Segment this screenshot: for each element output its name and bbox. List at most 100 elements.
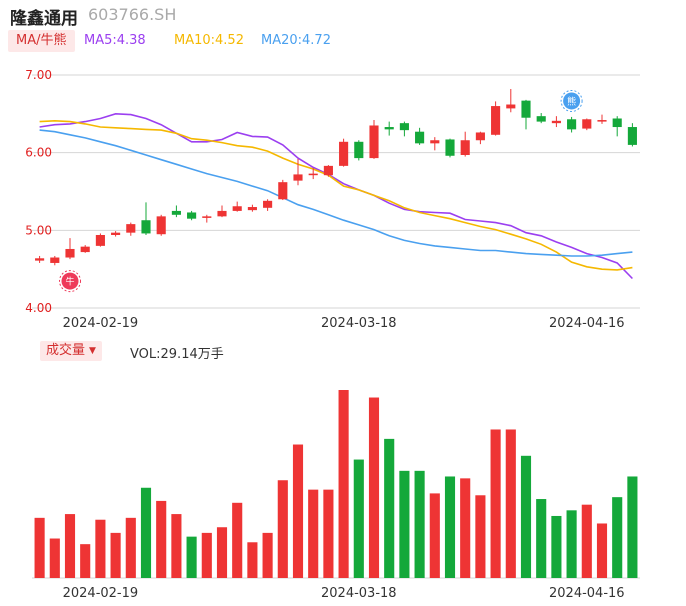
candle-body (80, 246, 90, 253)
candle-body (217, 210, 227, 217)
volume-bar (551, 515, 562, 578)
candle-body (521, 100, 531, 118)
candle (597, 114, 607, 124)
candle (50, 255, 60, 266)
volume-bar (232, 502, 243, 578)
candle-body (247, 207, 257, 211)
volume-bar (399, 470, 410, 578)
volume-bar (490, 429, 501, 578)
candle-body (399, 123, 409, 131)
candle-body (536, 116, 546, 122)
candle (354, 140, 364, 161)
price-tick-label: 6.00 (25, 146, 52, 160)
candle (399, 121, 409, 137)
volume-bar (49, 538, 60, 578)
ma-line-ma5 (39, 112, 633, 280)
candle (582, 118, 592, 131)
bear-icon-glyph: 熊 (567, 95, 576, 107)
candle-body (202, 216, 212, 218)
price-date-label: 2024-03-18 (321, 316, 397, 331)
volume-bar (277, 480, 288, 578)
bear-icon-ring (560, 89, 583, 112)
candle-body (141, 220, 151, 234)
volume-bar (429, 493, 440, 578)
candle (263, 199, 273, 211)
volume-date-label: 2024-04-16 (549, 586, 625, 601)
candle-body (491, 106, 501, 135)
volume-bar (292, 444, 304, 578)
volume-bar (505, 429, 516, 578)
volume-bar (475, 495, 486, 578)
candle-body (597, 120, 607, 122)
volume-bar (444, 476, 456, 578)
candle (521, 99, 531, 130)
candle (35, 255, 45, 263)
candle (247, 204, 257, 212)
candle-body (460, 140, 470, 155)
candle-body (187, 212, 197, 219)
volume-indicator-selector[interactable]: 成交量 ▼ (40, 341, 102, 361)
volume-bar (80, 544, 91, 578)
candle-body (293, 174, 303, 181)
volume-bar (171, 514, 182, 578)
candle (141, 202, 151, 235)
candle (80, 245, 90, 253)
bear-icon: 熊 (560, 89, 583, 112)
candle (536, 113, 546, 124)
volume-bar (308, 489, 319, 578)
bear-icon-bg (563, 92, 581, 110)
bull-icon: 牛 (59, 270, 81, 293)
volume-bar (34, 517, 45, 578)
candle (308, 168, 318, 180)
volume-bar (125, 517, 136, 578)
volume-bar (566, 510, 577, 578)
volume-bar (64, 514, 76, 578)
volume-bar (95, 519, 106, 578)
ma-indicator-selector[interactable]: MA/牛熊 (8, 30, 75, 52)
candle-body (339, 141, 349, 166)
volume-bar (201, 532, 212, 578)
candle-body (35, 258, 45, 261)
candle-body (475, 132, 485, 141)
volume-date-label: 2024-02-19 (63, 586, 139, 601)
volume-bar (581, 504, 592, 578)
candle-body (111, 232, 121, 235)
volume-bar (186, 536, 197, 578)
candle (475, 131, 485, 145)
ma5-legend: MA5:4.38 (84, 33, 146, 48)
candle (415, 127, 425, 145)
volume-bar (338, 390, 349, 578)
candle-body (551, 120, 561, 124)
candle-body (126, 224, 136, 233)
volume-bar (156, 500, 167, 578)
candle-body (50, 257, 60, 263)
volume-bar (536, 499, 547, 578)
candle-body (415, 131, 425, 144)
candle-body (156, 216, 166, 235)
volume-bar (384, 438, 395, 578)
candle (430, 137, 440, 151)
volume-bar (627, 476, 638, 578)
candle-body (369, 125, 379, 159)
volume-date-label: 2024-03-18 (321, 586, 397, 601)
candle (293, 158, 303, 186)
candle-body (323, 165, 333, 176)
volume-bar (368, 397, 380, 578)
volume-bar (323, 489, 334, 578)
candle (65, 238, 75, 260)
candle (187, 210, 197, 221)
stock-name: 隆鑫通用 (10, 9, 78, 29)
candle-body (232, 206, 242, 211)
candle-body (445, 139, 455, 156)
candle (126, 222, 136, 236)
candle (111, 231, 121, 237)
price-date-label: 2024-04-16 (549, 316, 625, 331)
candle-body (263, 200, 273, 208)
candle (278, 179, 288, 201)
bull-icon-ring (59, 270, 81, 293)
candle (369, 120, 379, 159)
candle-body (308, 173, 318, 176)
volume-bar (353, 459, 364, 578)
price-tick-label: 4.00 (25, 301, 52, 315)
